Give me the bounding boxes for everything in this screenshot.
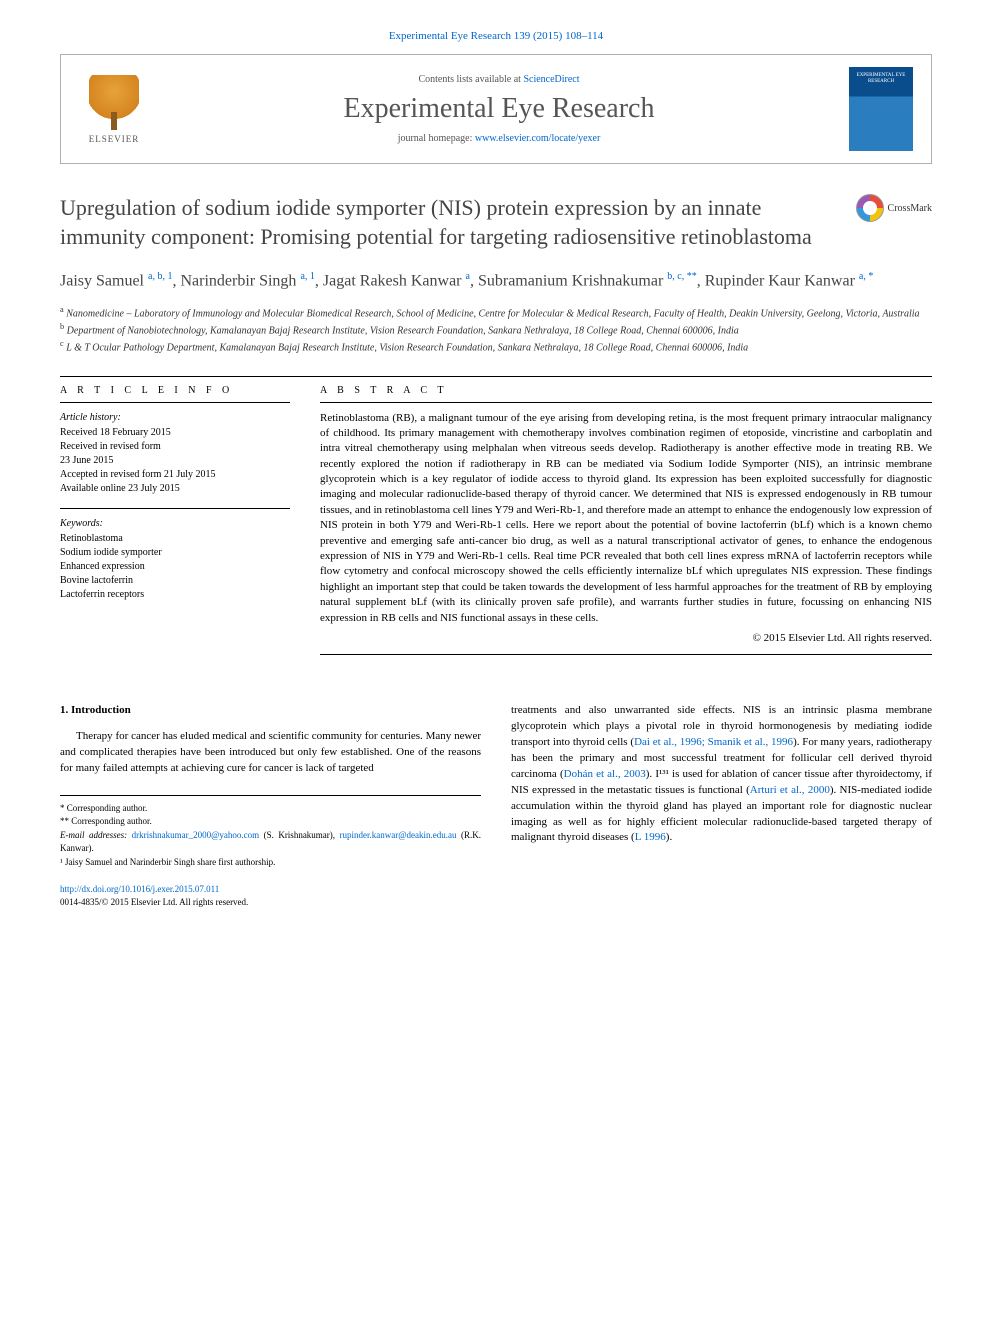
running-citation: Experimental Eye Research 139 (2015) 108…: [60, 30, 932, 42]
crossmark-badge[interactable]: CrossMark: [856, 194, 932, 222]
sciencedirect-link[interactable]: ScienceDirect: [523, 74, 579, 85]
crossmark-icon: [856, 194, 884, 222]
body-left-column: 1. Introduction Therapy for cancer has e…: [60, 703, 481, 908]
keyword: Lactoferrin receptors: [60, 588, 290, 602]
affiliation-c: c L & T Ocular Pathology Department, Kam…: [60, 338, 932, 355]
journal-cover-thumbnail: EXPERIMENTAL EYE RESEARCH: [849, 67, 913, 151]
abstract-divider: [320, 402, 932, 403]
authors-list: Jaisy Samuel a, b, 1, Narinderbir Singh …: [60, 269, 932, 293]
affiliation-a-text: Nanomedicine – Laboratory of Immunology …: [66, 308, 919, 319]
keyword: Enhanced expression: [60, 560, 290, 574]
cover-label: EXPERIMENTAL EYE RESEARCH: [853, 73, 909, 84]
section-heading-intro: 1. Introduction: [60, 703, 481, 719]
article-info-heading: A R T I C L E I N F O: [60, 385, 290, 396]
body-columns: 1. Introduction Therapy for cancer has e…: [60, 703, 932, 908]
abstract-column: A B S T R A C T Retinoblastoma (RB), a m…: [320, 385, 932, 663]
history-line: 23 June 2015: [60, 454, 290, 468]
keywords-label: Keywords:: [60, 517, 290, 531]
top-divider: [60, 376, 932, 377]
info-divider-2: [60, 508, 290, 509]
citation-link[interactable]: Dai et al., 1996; Smanik et al., 1996: [634, 736, 793, 748]
article-info-column: A R T I C L E I N F O Article history: R…: [60, 385, 290, 663]
doi-link[interactable]: http://dx.doi.org/10.1016/j.exer.2015.07…: [60, 883, 481, 896]
affiliation-b: b Department of Nanobiotechnology, Kamal…: [60, 321, 932, 338]
footer-block: http://dx.doi.org/10.1016/j.exer.2015.07…: [60, 883, 481, 908]
article-title: Upregulation of sodium iodide symporter …: [60, 194, 856, 251]
homepage-line: journal homepage: www.elsevier.com/locat…: [149, 133, 849, 144]
citation-link[interactable]: Dohán et al., 2003: [564, 768, 646, 780]
crossmark-label: CrossMark: [888, 203, 932, 214]
title-row: Upregulation of sodium iodide symporter …: [60, 194, 932, 251]
citation-link[interactable]: Arturi et al., 2000: [750, 784, 830, 796]
email-1-name: (S. Krishnakumar),: [259, 830, 339, 840]
shared-authorship-note: ¹ Jaisy Samuel and Narinderbir Singh sha…: [60, 856, 481, 870]
elsevier-logo: ELSEVIER: [79, 69, 149, 149]
email-1[interactable]: drkrishnakumar_2000@yahoo.com: [132, 830, 260, 840]
corr-author-2: ** Corresponding author.: [60, 815, 481, 829]
affiliation-c-text: L & T Ocular Pathology Department, Kamal…: [66, 343, 748, 354]
history-line: Received in revised form: [60, 440, 290, 454]
intro-paragraph: Therapy for cancer has eluded medical an…: [60, 729, 481, 777]
citation-link[interactable]: L 1996: [635, 831, 666, 843]
footnotes-block: * Corresponding author. ** Corresponding…: [60, 795, 481, 870]
keyword: Retinoblastoma: [60, 532, 290, 546]
keyword: Sodium iodide symporter: [60, 546, 290, 560]
journal-name: Experimental Eye Research: [149, 93, 849, 125]
info-divider-1: [60, 402, 290, 403]
article-history-block: Article history: Received 18 February 20…: [60, 411, 290, 496]
email-label: E-mail addresses:: [60, 830, 132, 840]
affiliations: a Nanomedicine – Laboratory of Immunolog…: [60, 304, 932, 356]
affiliation-a: a Nanomedicine – Laboratory of Immunolog…: [60, 304, 932, 321]
history-line: Available online 23 July 2015: [60, 482, 290, 496]
intro-paragraph-continued: treatments and also unwarranted side eff…: [511, 703, 932, 846]
issn-copyright: 0014-4835/© 2015 Elsevier Ltd. All right…: [60, 896, 481, 909]
affiliation-b-text: Department of Nanobiotechnology, Kamalan…: [67, 325, 739, 336]
abstract-copyright: © 2015 Elsevier Ltd. All rights reserved…: [320, 632, 932, 644]
elsevier-tree-icon: [89, 75, 139, 130]
history-line: Accepted in revised form 21 July 2015: [60, 468, 290, 482]
keyword: Bovine lactoferrin: [60, 574, 290, 588]
email-2[interactable]: rupinder.kanwar@deakin.edu.au: [340, 830, 457, 840]
info-abstract-row: A R T I C L E I N F O Article history: R…: [60, 385, 932, 663]
body-right-column: treatments and also unwarranted side eff…: [511, 703, 932, 908]
history-line: Received 18 February 2015: [60, 426, 290, 440]
email-line: E-mail addresses: drkrishnakumar_2000@ya…: [60, 829, 481, 856]
journal-header-box: ELSEVIER Contents lists available at Sci…: [60, 54, 932, 164]
history-label: Article history:: [60, 411, 290, 425]
homepage-link[interactable]: www.elsevier.com/locate/yexer: [475, 133, 600, 144]
homepage-prefix: journal homepage:: [398, 133, 475, 144]
abstract-bottom-divider: [320, 654, 932, 655]
contents-prefix: Contents lists available at: [418, 74, 523, 85]
header-center: Contents lists available at ScienceDirec…: [149, 74, 849, 144]
abstract-heading: A B S T R A C T: [320, 385, 932, 396]
corr-author-1: * Corresponding author.: [60, 802, 481, 816]
keywords-block: Keywords: Retinoblastoma Sodium iodide s…: [60, 517, 290, 602]
elsevier-text: ELSEVIER: [89, 134, 140, 144]
abstract-text: Retinoblastoma (RB), a malignant tumour …: [320, 411, 932, 626]
contents-line: Contents lists available at ScienceDirec…: [149, 74, 849, 85]
